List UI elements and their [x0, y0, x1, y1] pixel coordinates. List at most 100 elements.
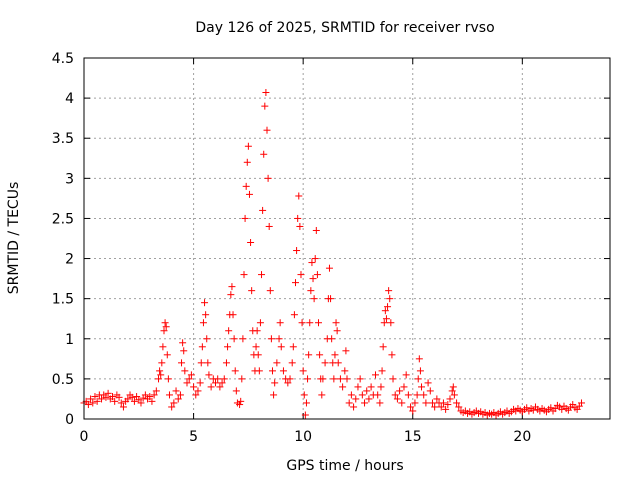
data-point-marker [315, 319, 323, 327]
data-point-marker [102, 393, 110, 401]
data-point-marker [428, 399, 436, 407]
data-point-marker [371, 371, 379, 379]
x-tick-label: 10 [294, 429, 312, 445]
data-point-marker [243, 158, 251, 166]
data-point-marker [413, 391, 421, 399]
data-point-marker [342, 347, 350, 355]
data-point-marker [178, 359, 186, 367]
data-point-marker [318, 391, 326, 399]
data-point-marker [578, 399, 586, 407]
data-point-marker [288, 359, 296, 367]
data-point-marker [433, 395, 441, 403]
data-point-marker [411, 399, 419, 407]
data-point-marker [197, 359, 205, 367]
data-point-marker [354, 383, 362, 391]
data-point-marker [119, 403, 127, 411]
data-point-marker [437, 403, 445, 411]
data-point-marker [424, 379, 432, 387]
data-point-marker [316, 351, 324, 359]
data-point-marker [237, 397, 245, 405]
data-point-marker [387, 319, 395, 327]
data-point-marker [431, 403, 439, 411]
data-point-marker [212, 379, 219, 387]
data-point-marker [393, 395, 401, 403]
data-point-marker [185, 375, 193, 383]
y-axis-label: SRMTID / TECUs [6, 182, 22, 295]
data-point-marker [264, 174, 272, 182]
data-point-marker [230, 335, 238, 343]
data-point-marker [268, 367, 276, 375]
data-point-marker [301, 411, 309, 419]
data-point-marker [248, 287, 256, 295]
data-point-marker [361, 399, 369, 407]
data-point-marker [238, 375, 246, 383]
data-point-marker [236, 401, 244, 409]
data-point-marker [262, 88, 270, 96]
data-point-marker [255, 367, 263, 375]
data-point-marker [300, 391, 308, 399]
data-point-marker [91, 393, 99, 401]
x-tick-label: 0 [80, 429, 89, 445]
data-point-marker [426, 387, 434, 395]
data-point-marker [240, 271, 248, 279]
data-point-marker [241, 214, 249, 222]
data-point-marker [239, 335, 247, 343]
data-point-marker [328, 335, 336, 343]
data-point-marker [310, 295, 318, 303]
data-point-marker [231, 367, 239, 375]
data-point-marker [160, 327, 168, 335]
data-point-marker [196, 379, 204, 387]
data-point-marker [414, 375, 422, 383]
data-point-marker [305, 351, 313, 359]
data-point-marker [104, 389, 112, 397]
data-point-marker [295, 192, 303, 200]
data-point-marker [203, 335, 211, 343]
data-point-marker [386, 295, 394, 303]
data-point-marker [404, 391, 412, 399]
data-point-marker [277, 343, 285, 351]
data-point-marker [374, 391, 382, 399]
data-point-marker [176, 391, 184, 399]
x-tick-label: 20 [513, 429, 531, 445]
data-point-marker [330, 375, 338, 383]
y-tick-label: 3 [65, 171, 74, 187]
data-point-marker [380, 319, 388, 327]
data-point-marker [164, 375, 172, 383]
data-point-marker [117, 399, 125, 407]
data-point-marker [130, 397, 138, 405]
data-point-marker [253, 327, 261, 335]
data-point-marker [87, 395, 95, 403]
data-point-marker [291, 279, 299, 287]
x-tick-label: 5 [189, 429, 198, 445]
data-point-marker [161, 319, 169, 327]
data-point-marker [258, 271, 266, 279]
data-point-marker [265, 222, 273, 230]
data-point-marker [365, 395, 373, 403]
data-point-marker [311, 255, 319, 263]
data-point-marker [327, 295, 335, 303]
data-point-marker [84, 401, 92, 409]
data-point-marker [381, 307, 389, 315]
data-point-marker [321, 359, 329, 367]
data-point-marker [229, 311, 237, 319]
data-point-marker [183, 379, 191, 387]
data-point-marker [339, 383, 347, 391]
data-point-marker [276, 319, 284, 327]
data-point-marker [266, 287, 274, 295]
data-point-marker [260, 150, 268, 158]
x-axis-label: GPS time / hours [286, 458, 403, 474]
data-point-marker [170, 399, 178, 407]
data-point-marker [450, 391, 458, 399]
data-points [80, 88, 586, 419]
data-point-marker [378, 367, 386, 375]
data-point-marker [124, 395, 132, 403]
data-point-marker [333, 327, 341, 335]
data-point-marker [156, 367, 164, 375]
data-point-marker [453, 399, 461, 407]
data-point-marker [388, 351, 396, 359]
data-point-marker [275, 335, 283, 343]
data-point-marker [181, 367, 189, 375]
data-point-marker [146, 393, 154, 401]
data-point-marker [194, 387, 202, 395]
